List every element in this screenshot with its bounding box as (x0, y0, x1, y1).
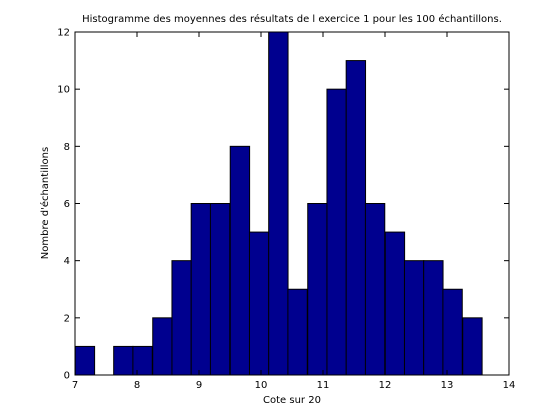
histogram-bar (171, 260, 192, 376)
histogram-bar (190, 203, 212, 376)
histogram-bar (132, 345, 153, 376)
bars-group (74, 31, 483, 376)
histogram-bar (152, 317, 173, 376)
y-axis-label: Nombre d'échantillons (39, 147, 51, 259)
x-tick-label: 13 (441, 380, 454, 391)
x-axis-label: Cote sur 20 (263, 395, 321, 406)
histogram-bar (403, 260, 425, 376)
y-tick-label: 0 (64, 371, 70, 382)
x-tick-label: 14 (503, 380, 516, 391)
histogram-bar (229, 145, 251, 376)
x-tick-label: 11 (317, 380, 330, 391)
x-tick-label: 9 (196, 380, 202, 391)
histogram-bar (364, 203, 386, 376)
y-tick-label: 8 (64, 142, 70, 153)
histogram-bar (384, 231, 406, 376)
chart-title: Histogramme des moyennes des résultats d… (82, 13, 502, 25)
histogram-bar (307, 203, 328, 376)
histogram-bar (345, 60, 367, 376)
x-tick-label: 8 (134, 380, 140, 391)
x-axis-ticks: 7 8 9 10 11 12 13 14 (72, 32, 516, 391)
histogram-bar (209, 203, 231, 376)
y-axis-ticks: 0 2 4 6 8 10 12 (57, 28, 509, 382)
x-tick-label: 10 (255, 380, 268, 391)
histogram-bar (74, 345, 96, 376)
y-tick-label: 2 (64, 313, 70, 324)
histogram-bar (113, 345, 134, 376)
y-tick-label: 12 (57, 28, 70, 39)
y-tick-label: 4 (64, 256, 70, 267)
histogram-bar (326, 88, 347, 376)
y-tick-label: 10 (57, 85, 70, 96)
histogram-bar (442, 288, 463, 376)
histogram-bar (462, 317, 483, 376)
x-tick-label: 12 (379, 380, 392, 391)
histogram-bar (248, 231, 270, 376)
histogram-bar (287, 288, 308, 376)
histogram-bar (268, 31, 289, 376)
histogram-bar (423, 260, 444, 376)
y-tick-label: 6 (64, 199, 70, 210)
x-tick-label: 7 (72, 380, 78, 391)
